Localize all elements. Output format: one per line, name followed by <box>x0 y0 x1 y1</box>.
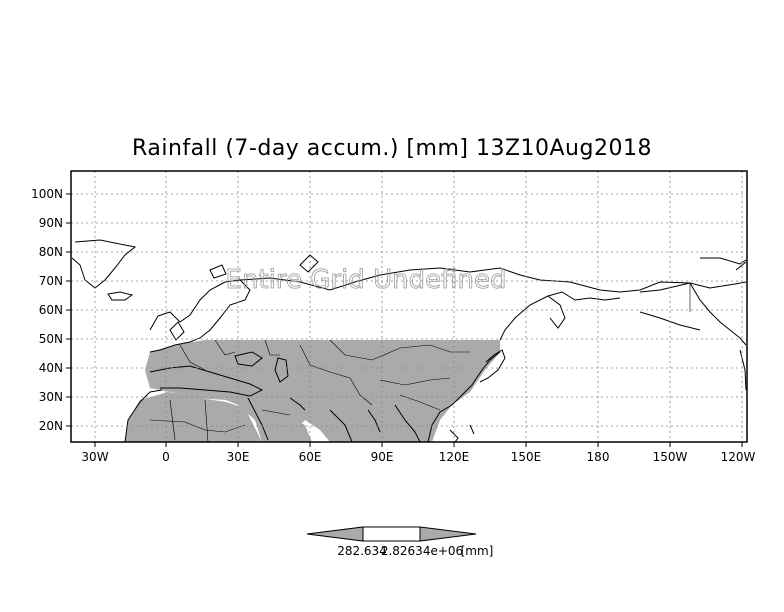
lat-tick-label: 30N <box>39 390 63 404</box>
lon-tick-label: 120E <box>439 450 470 464</box>
colorbar-unit-label: [mm] <box>461 544 494 558</box>
lon-tick-label: 30W <box>81 450 108 464</box>
lon-tick-label: 0 <box>162 450 170 464</box>
grid-lines <box>71 171 747 442</box>
lat-tick-label: 20N <box>39 419 63 433</box>
lon-tick-label: 150E <box>511 450 542 464</box>
lat-tick-label: 80N <box>39 245 63 259</box>
map-frame <box>70 170 748 443</box>
lat-tick-label: 90N <box>39 216 63 230</box>
longitude-labels: 30W 0 30E 60E 90E 120E 150E 180 150W 120… <box>81 450 755 464</box>
lat-tick-label: 70N <box>39 274 63 288</box>
lat-tick-label: 40N <box>39 361 63 375</box>
undefined-grid-watermark: Entire Grid Undefined <box>226 265 507 295</box>
colorbar-high-label: 2.82634e+06 <box>381 544 463 558</box>
colorbar-mid-cell <box>362 526 421 542</box>
lon-tick-label: 120W <box>721 450 756 464</box>
tick-marks <box>66 193 743 447</box>
colorbar-low-label: 282.634 <box>337 544 387 558</box>
lon-tick-label: 30E <box>227 450 250 464</box>
lon-tick-label: 180 <box>587 450 610 464</box>
latitude-labels: 100N 90N 80N 70N 60N 50N 40N 30N 20N <box>31 187 63 433</box>
lat-tick-label: 50N <box>39 332 63 346</box>
lat-tick-label: 100N <box>31 187 63 201</box>
shaded-region <box>125 340 500 442</box>
coastlines <box>71 239 747 442</box>
colorbar-low-triangle <box>306 526 364 542</box>
map-layers: Entire Grid Undefined <box>71 171 747 442</box>
lat-tick-label: 60N <box>39 303 63 317</box>
lon-tick-label: 150W <box>653 450 688 464</box>
colorbar: 282.634 2.82634e+06 [mm] <box>306 526 494 558</box>
lon-tick-label: 90E <box>371 450 394 464</box>
map-title: Rainfall (7-day accum.) [mm] 13Z10Aug201… <box>132 136 652 161</box>
lon-tick-label: 60E <box>299 450 322 464</box>
colorbar-high-triangle <box>419 526 477 542</box>
